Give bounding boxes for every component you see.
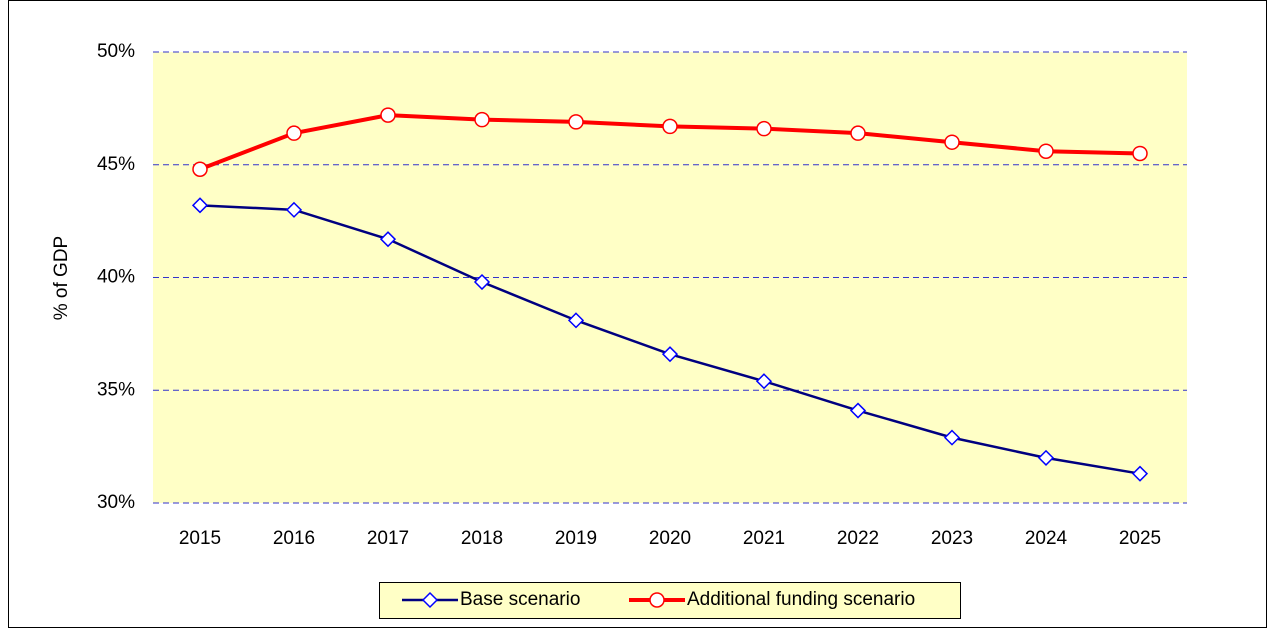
point: [379, 231, 397, 248]
x-tick-label: 2019: [555, 528, 597, 549]
point: [755, 373, 773, 390]
point: [286, 125, 302, 141]
point: [1132, 145, 1148, 162]
legend-label: Additional funding scenario: [687, 589, 915, 610]
point: [191, 197, 209, 214]
point: [944, 134, 960, 150]
y-tick-label: 45%: [97, 154, 135, 175]
point: [567, 312, 585, 329]
y-tick-label: 50%: [97, 41, 135, 62]
x-tick-label: 2023: [931, 528, 973, 549]
point: [661, 346, 679, 363]
x-tick-label: 2021: [743, 528, 785, 549]
legend-marker: [421, 591, 439, 609]
point: [849, 402, 867, 419]
x-tick-label: 2022: [837, 528, 879, 549]
point: [192, 161, 208, 178]
x-tick-label: 2020: [649, 528, 691, 549]
y-axis-label: % of GDP: [51, 236, 72, 320]
point: [662, 118, 678, 135]
point: [285, 201, 303, 218]
x-tick-label: 2024: [1025, 528, 1068, 549]
point: [756, 120, 772, 137]
x-tick-label: 2015: [179, 528, 221, 549]
x-tick-label: 2025: [1119, 528, 1161, 549]
y-tick-label: 40%: [97, 267, 135, 288]
legend-marker: [649, 592, 665, 608]
x-tick-label: 2018: [461, 528, 503, 549]
x-tick-label: 2017: [367, 528, 409, 549]
point: [1037, 449, 1055, 466]
y-tick-label: 35%: [97, 379, 135, 400]
point: [380, 107, 396, 123]
legend-label: Base scenario: [460, 589, 580, 610]
point: [473, 273, 491, 291]
point: [568, 114, 584, 130]
point: [1131, 465, 1149, 482]
point: [850, 125, 866, 141]
point: [943, 429, 961, 446]
y-tick-label: 30%: [97, 492, 135, 513]
point: [1038, 143, 1054, 159]
point: [474, 111, 490, 128]
x-tick-label: 2016: [273, 528, 315, 549]
